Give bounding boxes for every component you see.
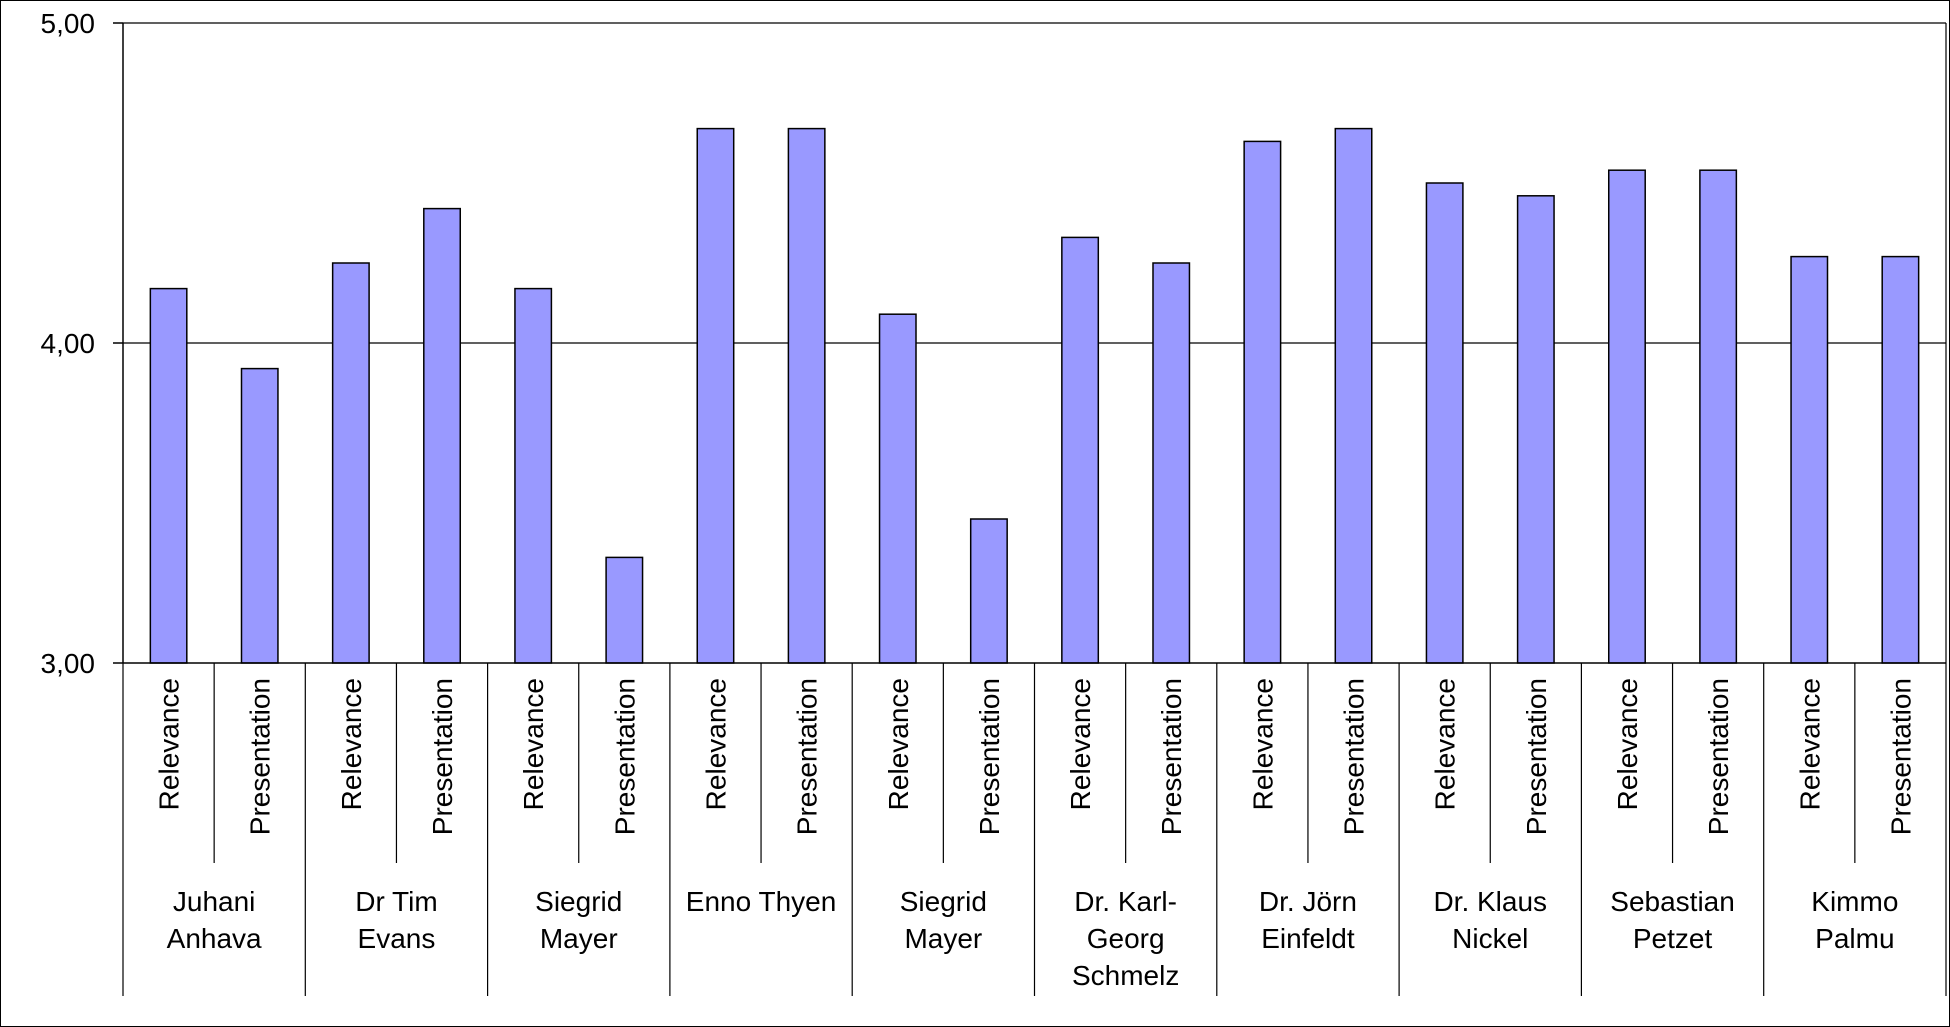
group-label: Dr. Karl- (1074, 886, 1177, 917)
bar (1243, 140, 1282, 664)
subcategory-label: Relevance (336, 678, 367, 810)
bar (1790, 255, 1829, 664)
group-label: Mayer (540, 923, 618, 954)
bar (878, 313, 917, 664)
subcategory-label: Relevance (1794, 678, 1825, 810)
bar (149, 287, 188, 664)
subcategory-label: Presentation (792, 678, 823, 835)
group-label: Nickel (1452, 923, 1528, 954)
group-label: Anhava (167, 923, 262, 954)
bar (969, 518, 1008, 664)
bar (423, 207, 462, 664)
subcategory-label: Relevance (518, 678, 549, 810)
subcategory-label: Relevance (1065, 678, 1096, 810)
bar (696, 127, 735, 664)
bar (514, 287, 553, 664)
bar (1699, 169, 1738, 664)
bar (1881, 255, 1920, 664)
group-label: Dr. Klaus (1433, 886, 1547, 917)
bar (331, 262, 370, 664)
subcategory-label: Presentation (1885, 678, 1916, 835)
bar (1516, 195, 1555, 664)
bar (1061, 236, 1100, 664)
group-label: Juhani (173, 886, 256, 917)
bars (149, 127, 1920, 664)
y-tick-label: 5,00 (41, 8, 96, 39)
subcategory-label: Relevance (700, 678, 731, 810)
gridlines (123, 22, 1946, 344)
group-label: Siegrid (535, 886, 622, 917)
group-label: Dr Tim (355, 886, 437, 917)
bar (240, 367, 279, 664)
axes (113, 22, 1947, 996)
group-label: Evans (358, 923, 436, 954)
bar (787, 127, 826, 664)
group-label: Mayer (904, 923, 982, 954)
subcategory-label: Relevance (1430, 678, 1461, 810)
labels: 3,00 4,00 5,00 Relevance Presentation Juhani A… (41, 8, 1917, 991)
bar (1152, 262, 1191, 664)
group-label: Dr. Jörn (1259, 886, 1357, 917)
group-label: Einfeldt (1261, 923, 1355, 954)
group-label: Enno Thyen (686, 886, 837, 917)
group-label: Kimmo (1811, 886, 1898, 917)
group-label: Schmelz (1072, 960, 1179, 991)
bar (605, 556, 644, 664)
subcategory-label: Presentation (974, 678, 1005, 835)
y-tick-label: 4,00 (41, 328, 96, 359)
subcategory-label: Relevance (154, 678, 185, 810)
group-label: Georg (1087, 923, 1165, 954)
subcategory-label: Presentation (1156, 678, 1187, 835)
subcategory-label: Relevance (883, 678, 914, 810)
group-label: Palmu (1815, 923, 1894, 954)
subcategory-label: Relevance (1247, 678, 1278, 810)
subcategory-label: Presentation (609, 678, 640, 835)
group-label: Sebastian (1610, 886, 1735, 917)
y-tick-label: 3,00 (41, 648, 96, 679)
bar (1425, 182, 1464, 664)
subcategory-label: Relevance (1612, 678, 1643, 810)
subcategory-label: Presentation (1521, 678, 1552, 835)
bar (1607, 169, 1646, 664)
bar (1334, 127, 1373, 664)
group-label: Siegrid (900, 886, 987, 917)
subcategory-label: Presentation (245, 678, 276, 835)
subcategory-label: Presentation (427, 678, 458, 835)
group-label: Petzet (1633, 923, 1713, 954)
subcategory-label: Presentation (1339, 678, 1370, 835)
subcategory-label: Presentation (1703, 678, 1734, 835)
